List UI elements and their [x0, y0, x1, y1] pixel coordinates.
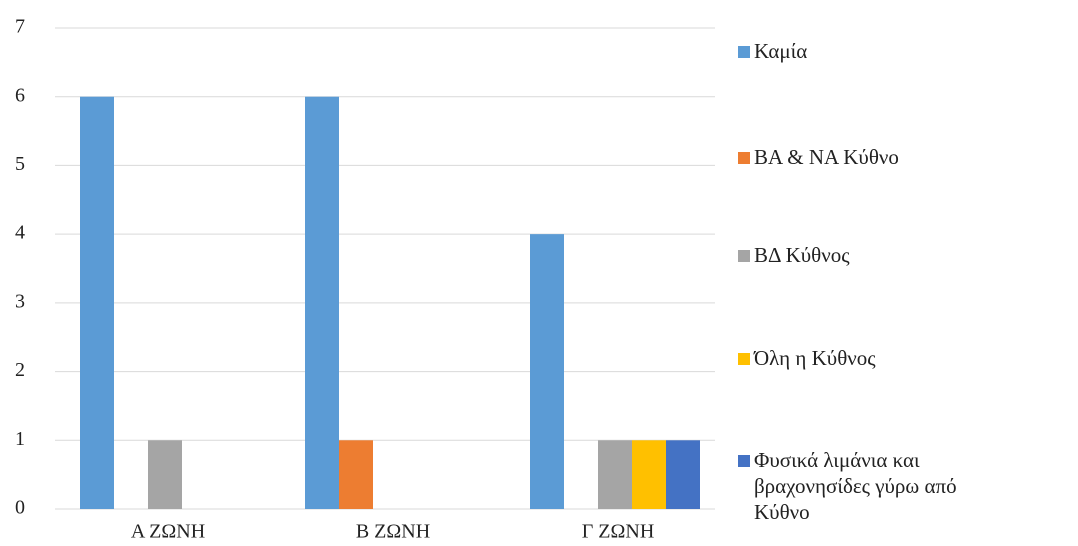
legend-swatch — [738, 250, 750, 262]
legend-label: Φυσικά λιμάνια και βραχονησίδες γύρω από… — [754, 448, 957, 524]
legend-item: Καμία — [738, 38, 1068, 64]
legend-label: ΒΔ Κύθνος — [754, 243, 850, 267]
bar — [305, 96, 339, 509]
y-tick-label: 2 — [15, 359, 25, 381]
legend-item: ΒΑ & ΝΑ Κύθνο — [738, 144, 1068, 170]
legend: Καμία ΒΑ & ΝΑ Κύθνο ΒΔ Κύθνος Όλη η Κύθνος Φ… — [738, 0, 1068, 546]
y-tick-label: 7 — [15, 16, 25, 38]
bar — [339, 440, 373, 509]
x-tick-label: Γ ΖΩΝΗ — [582, 521, 655, 543]
legend-label: Όλη η Κύθνος — [754, 346, 876, 370]
y-tick-label: 4 — [15, 222, 25, 244]
bar — [666, 440, 700, 509]
legend-swatch — [738, 455, 750, 467]
legend-item: Φυσικά λιμάνια και βραχονησίδες γύρω από… — [738, 447, 1068, 525]
y-tick-label: 1 — [15, 428, 25, 450]
bar — [632, 440, 666, 509]
legend-item: ΒΔ Κύθνος — [738, 242, 1068, 268]
y-tick-label: 0 — [15, 497, 25, 519]
bar — [598, 440, 632, 509]
legend-swatch — [738, 353, 750, 365]
legend-label: ΒΑ & ΝΑ Κύθνο — [754, 145, 899, 169]
legend-item: Όλη η Κύθνος — [738, 345, 1068, 371]
x-tick-label: Β ΖΩΝΗ — [356, 521, 430, 543]
legend-swatch — [738, 46, 750, 58]
y-tick-label: 6 — [15, 84, 25, 106]
legend-label: Καμία — [754, 39, 808, 63]
legend-swatch — [738, 152, 750, 164]
bar — [80, 96, 114, 509]
y-tick-label: 3 — [15, 290, 25, 312]
y-tick-label: 5 — [15, 153, 25, 175]
x-tick-label: Α ΖΩΝΗ — [131, 521, 205, 543]
bar — [148, 440, 182, 509]
bar — [530, 234, 564, 509]
chart: 0 1 2 3 4 5 6 7 Α ΖΩΝΗ Β ΖΩΝΗ Γ ΖΩΝΗ — [15, 16, 715, 543]
